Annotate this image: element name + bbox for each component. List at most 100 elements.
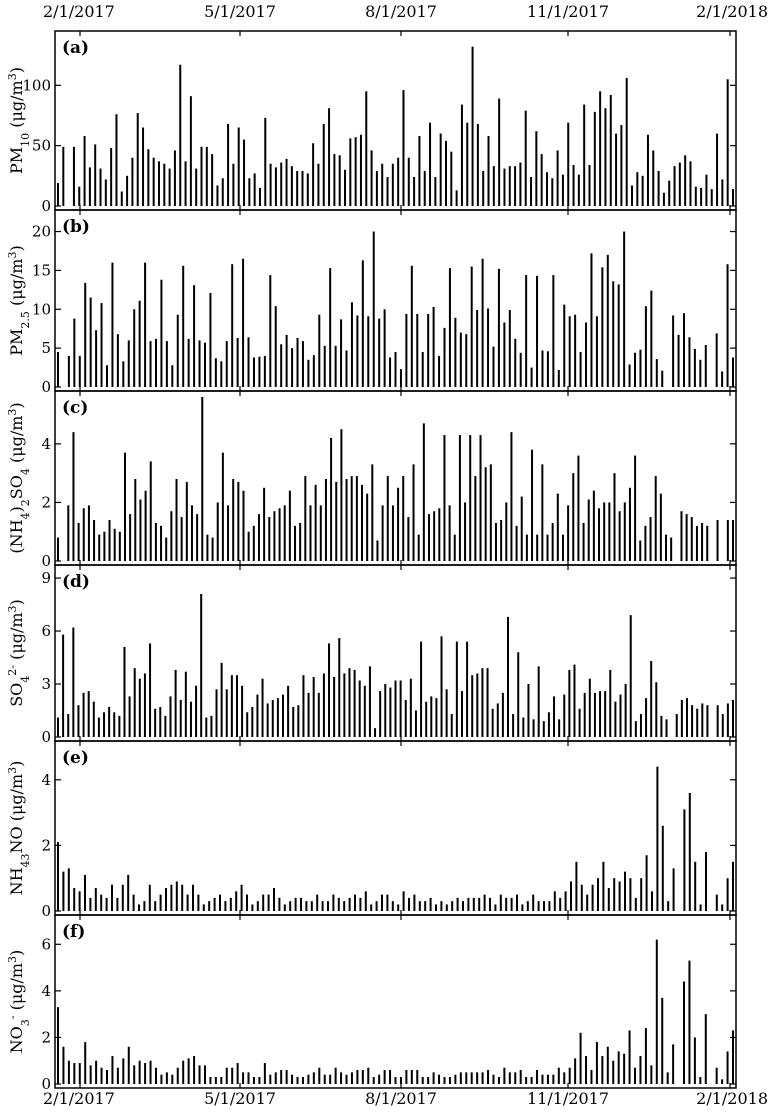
bar [693,1037,696,1084]
bar [345,1074,348,1084]
bar [190,505,193,561]
bar [732,1030,734,1084]
bar [127,1046,130,1084]
bar [87,505,90,561]
y-tick-label: 2 [41,836,51,854]
bar [494,522,497,561]
bar [661,825,664,911]
bar [516,894,518,911]
bar [413,177,416,206]
bar [83,135,86,206]
bar [606,254,609,387]
panel-border [54,914,737,1089]
bar [160,279,163,387]
bar [274,306,277,387]
bar [666,1072,669,1084]
bar [165,537,168,561]
bar [580,884,583,911]
bar [445,904,448,911]
bar [287,685,290,737]
bar [726,264,729,387]
bar [615,133,618,206]
bar [93,520,96,561]
bar [617,284,620,387]
bar [121,884,124,911]
bar [174,669,177,737]
bar [693,348,696,387]
bar [591,884,594,911]
bar [361,484,364,561]
bar [624,684,627,737]
bar [471,675,474,737]
bar [305,901,308,911]
bar [467,897,470,911]
bar [209,1077,212,1084]
bar [160,1074,163,1084]
bar [248,178,251,206]
bar [110,148,113,206]
bar [225,341,228,387]
bar [361,260,364,387]
bar [423,170,426,206]
panel-c: 0 2 4 (c) (NH4)2SO4 (μg/m3) [6,390,737,570]
bar [448,1077,451,1084]
bar [694,861,697,911]
bar [476,123,479,206]
panel-b: 0 5 10 15 20 (b) PM2.5 (μg/m3) [6,209,737,396]
bar [586,894,589,911]
bar [624,871,626,911]
bar [67,355,70,387]
bar [494,904,497,911]
bar [604,691,607,737]
bar [242,258,245,387]
bar [87,691,90,737]
bar [310,901,313,911]
bar [181,884,184,911]
bar [541,350,544,387]
date-tick-label: 2/1/2017 [43,2,115,21]
bar [118,715,121,737]
bar [399,369,402,387]
bar [690,517,693,561]
bar [590,1070,593,1084]
bar [344,169,347,206]
bar [481,668,484,737]
bar [197,894,200,911]
bar [424,901,427,911]
bar [123,452,126,561]
bar [105,1070,108,1084]
bar [165,1072,168,1084]
bar [407,157,410,206]
bar [684,155,687,206]
bar [108,520,111,561]
bar [644,306,647,387]
bar [541,464,544,561]
bar [179,699,182,737]
bar [72,627,75,737]
bar [57,537,59,561]
bar [634,897,637,911]
bar [399,1077,402,1084]
bar [469,435,472,561]
bar [211,154,214,206]
bar [628,487,631,561]
bar [88,167,91,206]
date-axis-top: 2/1/2017 5/1/2017 8/1/2017 11/1/2017 2/1/201… [43,2,768,21]
bar [410,1070,413,1084]
bar [507,616,509,737]
bar [230,675,233,737]
bar [253,173,256,206]
bar [607,888,610,911]
bar [418,901,421,911]
bar [659,493,662,561]
bar [198,1065,201,1084]
bar [116,897,119,911]
bar [577,174,580,206]
bar [280,1070,283,1084]
bar [203,342,206,387]
bar [458,435,461,561]
bar [334,1067,337,1084]
bar [470,1072,473,1084]
bar [445,689,448,737]
bar [644,1028,647,1084]
